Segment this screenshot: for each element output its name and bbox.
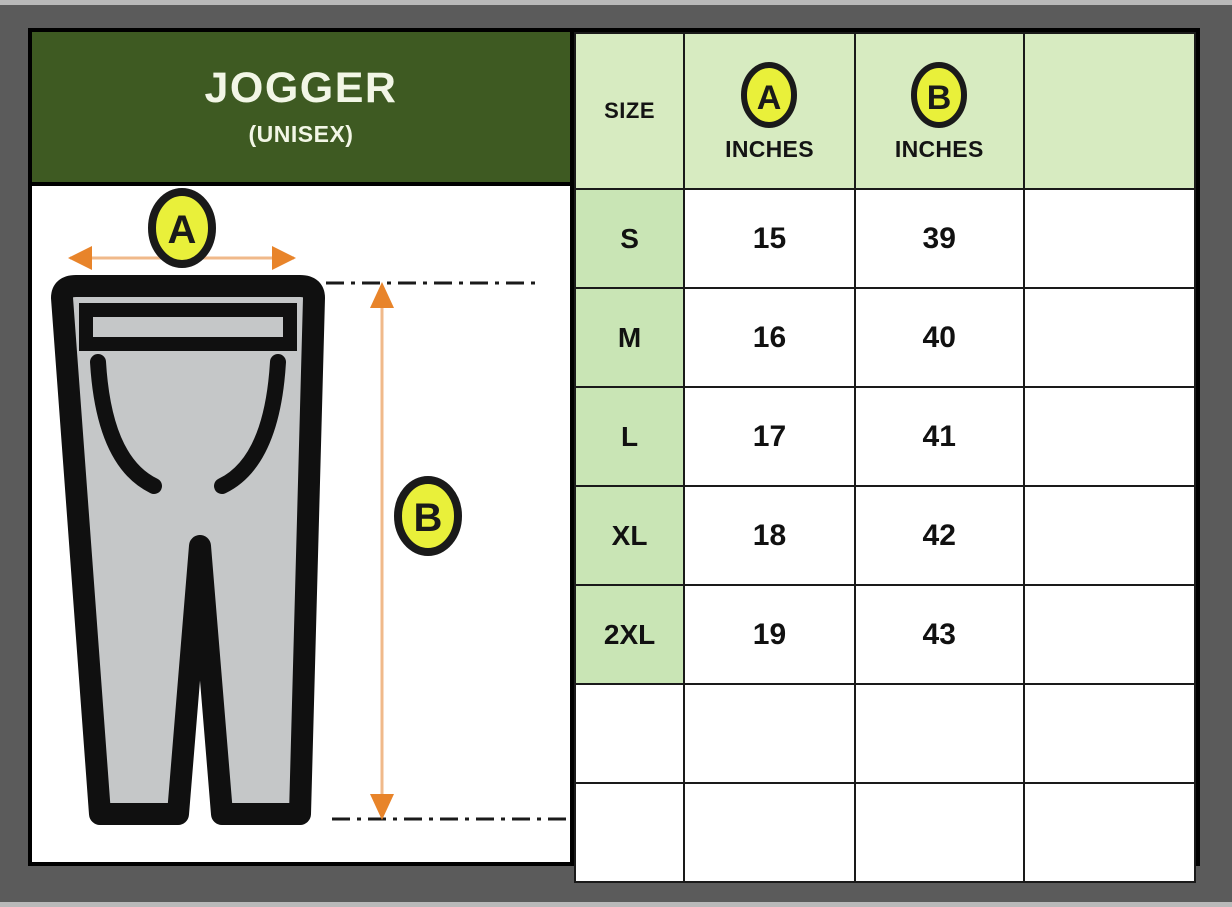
cell-measure-a: 17 — [683, 386, 856, 487]
pocket-curve-right — [214, 354, 286, 494]
cell-measure-b: 41 — [853, 386, 1025, 487]
garment-title: JOGGER — [204, 63, 398, 112]
table-row: 2XL 19 43 — [573, 584, 1197, 685]
jogger-outline — [51, 275, 325, 825]
header-unit-a: INCHES — [725, 135, 814, 162]
table-row — [573, 782, 1197, 883]
garment-fit-label: (UNISEX) — [248, 121, 354, 148]
header-unit-b: INCHES — [894, 135, 984, 162]
table-row: L 17 41 — [573, 386, 1197, 487]
jogger-body — [51, 275, 325, 825]
cell-size: 2XL — [573, 584, 686, 685]
table-row: XL 18 42 — [573, 485, 1197, 586]
svg-text:B: B — [927, 79, 952, 117]
table-row — [573, 683, 1197, 784]
size-chart-card: JOGGER (UNISEX) — [28, 28, 1200, 883]
cell-extra — [1022, 782, 1197, 883]
badge-b-icon: B — [911, 61, 968, 128]
arrow-head-right — [272, 246, 296, 270]
jogger-diagram-svg: A B — [51, 188, 570, 825]
pocket-curve-left — [90, 354, 162, 494]
table-row: M 16 40 — [573, 287, 1197, 388]
arrow-head-up — [370, 282, 394, 308]
table-body: S 15 39 M 16 40 L 17 41 XL 18 42 2XL 19 43 — [573, 188, 1197, 883]
cell-measure-b — [853, 782, 1025, 883]
cell-measure-a — [683, 782, 856, 883]
svg-text:B: B — [414, 496, 443, 540]
header-row: SIZE A INCHES — [573, 32, 1197, 190]
garment-panel: JOGGER (UNISEX) — [32, 32, 574, 862]
cell-measure-a: 15 — [683, 188, 856, 289]
header-extra-column — [1022, 32, 1197, 190]
cell-measure-b: 40 — [853, 287, 1025, 388]
waistband — [79, 303, 297, 351]
arrow-head-down — [370, 794, 394, 820]
cell-extra — [1022, 683, 1197, 784]
cell-extra — [1022, 386, 1197, 487]
cell-extra — [1022, 188, 1197, 289]
svg-text:A: A — [168, 208, 197, 252]
table-header: SIZE A INCHES — [573, 32, 1197, 190]
cell-measure-a — [683, 683, 856, 784]
cell-size — [573, 782, 686, 883]
cell-size — [573, 683, 686, 784]
badge-a-icon: A — [741, 61, 798, 128]
cell-measure-b: 43 — [853, 584, 1025, 685]
size-table: SIZE A INCHES — [573, 32, 1197, 883]
frame-top-strip — [0, 0, 1232, 5]
header-measure-a: A INCHES — [683, 32, 856, 190]
cell-size: M — [573, 287, 686, 388]
arrow-head-left — [68, 246, 92, 270]
cell-measure-b: 42 — [853, 485, 1025, 586]
table-row: S 15 39 — [573, 188, 1197, 289]
title-block: JOGGER (UNISEX) — [32, 32, 570, 186]
cell-extra — [1022, 485, 1197, 586]
full-length-arrow — [370, 282, 394, 820]
cell-size: L — [573, 386, 686, 487]
cell-extra — [1022, 287, 1197, 388]
cell-measure-b: 39 — [853, 188, 1025, 289]
badge-a-illustration: A — [148, 188, 216, 268]
garment-illustration: A B — [32, 186, 570, 862]
cell-size: S — [573, 188, 686, 289]
cell-size: XL — [573, 485, 686, 586]
cell-measure-b — [853, 683, 1025, 784]
frame-bottom-strip — [0, 902, 1232, 907]
cell-extra — [1022, 584, 1197, 685]
cell-measure-a: 16 — [683, 287, 856, 388]
cell-measure-a: 19 — [683, 584, 856, 685]
badge-b-illustration: B — [394, 476, 462, 556]
svg-text:A: A — [757, 79, 782, 117]
header-size: SIZE — [573, 32, 686, 190]
cell-measure-a: 18 — [683, 485, 856, 586]
header-measure-b: B INCHES — [853, 32, 1025, 190]
